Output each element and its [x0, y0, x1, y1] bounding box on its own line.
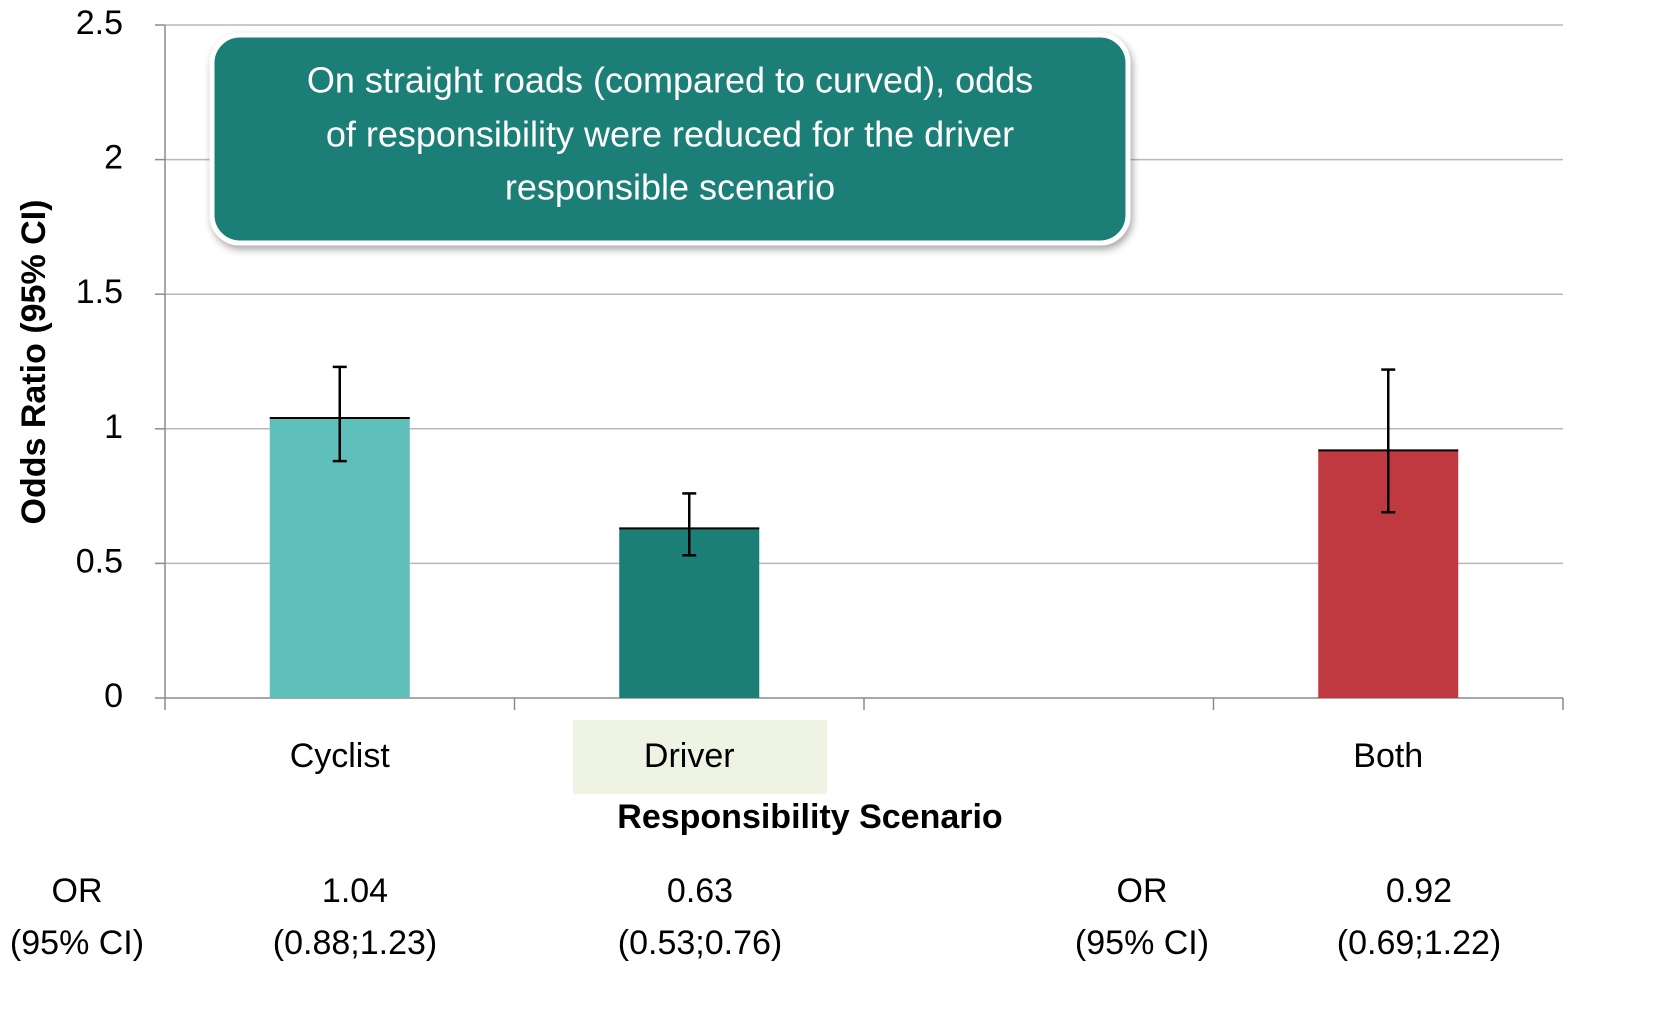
x-tick-label: Cyclist	[290, 737, 391, 775]
table-header: OR	[1117, 872, 1168, 910]
x-tick-label: Driver	[644, 737, 735, 775]
table-value: 0.92	[1386, 872, 1452, 910]
table-header: (95% CI)	[10, 924, 144, 962]
table-header: (95% CI)	[1075, 924, 1209, 962]
y-axis-title: Odds Ratio (95% CI)	[15, 200, 53, 525]
x-axis-title: Responsibility Scenario	[617, 798, 1002, 836]
annotation-line: of responsibility were reduced for the d…	[326, 114, 1014, 155]
bar	[619, 528, 760, 698]
table-value: 1.04	[322, 872, 388, 910]
y-tick-label: 0	[104, 677, 123, 715]
y-tick-label: 2	[104, 139, 123, 177]
annotation-line: On straight roads (compared to curved), …	[307, 60, 1033, 101]
annotation-line: responsible scenario	[505, 167, 835, 208]
x-tick-label: Both	[1353, 737, 1423, 775]
bar	[269, 418, 410, 698]
y-tick-label: 1.5	[76, 273, 123, 311]
table-ci: (0.53;0.76)	[618, 924, 782, 962]
highlight-box	[573, 720, 827, 794]
y-tick-label: 2.5	[76, 4, 123, 42]
y-tick-label: 1	[104, 408, 123, 446]
table-ci: (0.88;1.23)	[273, 924, 437, 962]
plot-area: 0 0.5 1 1.5 2 2.5	[76, 4, 1564, 715]
table-header: OR	[52, 872, 103, 910]
y-tick-label: 0.5	[76, 542, 123, 580]
table-ci: (0.69;1.22)	[1337, 924, 1501, 962]
annotation-box	[209, 32, 1131, 246]
table-value: 0.63	[667, 872, 733, 910]
